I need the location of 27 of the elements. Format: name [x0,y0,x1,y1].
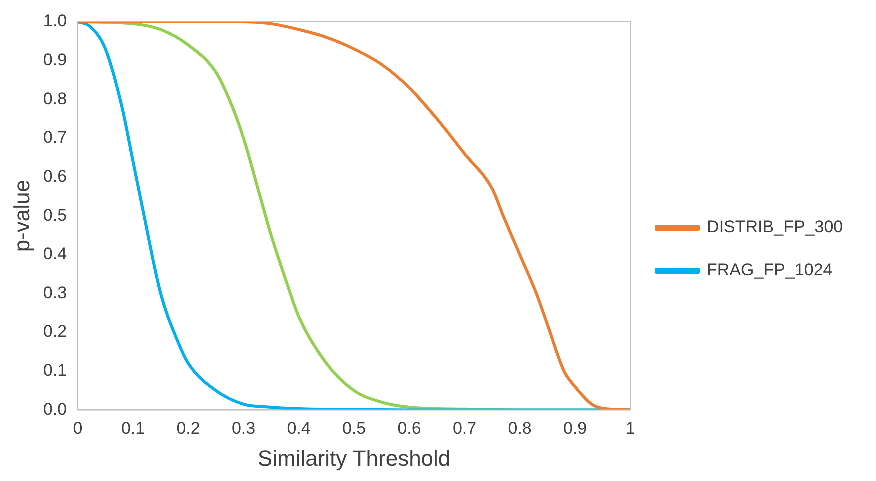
y-tick-label: 1.0 [43,12,68,31]
x-tick-label: 0.8 [508,419,532,438]
y-axis-title: p-value [9,180,34,252]
y-tick-label: 0.8 [43,89,68,108]
y-tick-label: 0.6 [43,166,68,186]
x-tick-label: 0 [73,419,83,438]
y-tick-label: 0.3 [43,283,68,302]
y-tick-label: 0.7 [43,128,68,148]
x-tick-label: 0.2 [176,419,200,438]
x-tick-label: 0.9 [563,419,588,438]
legend-label: FRAG_FP_1024 [707,260,852,280]
y-tick-label: 0.2 [43,322,68,342]
y-tick-label: 0.5 [43,206,68,225]
x-tick-label: 0.5 [342,419,366,438]
y-tick-label: 0.4 [43,244,68,264]
y-tick-label: 0.0 [43,400,68,419]
y-tick-label: 0.1 [43,361,68,380]
x-tick-label: 0.7 [452,419,477,438]
line-series [78,22,631,410]
x-axis-title: Similarity Threshold [258,446,451,471]
x-tick-label: 1 [626,419,636,438]
x-tick-label: 0.3 [232,419,256,438]
x-tick-label: 0.4 [287,419,311,438]
y-tick-label: 0.9 [43,50,68,70]
x-tick-label: 0.1 [121,419,146,438]
legend-label: DISTRIB_FP_300 [707,218,862,237]
x-tick-label: 0.6 [398,419,422,438]
